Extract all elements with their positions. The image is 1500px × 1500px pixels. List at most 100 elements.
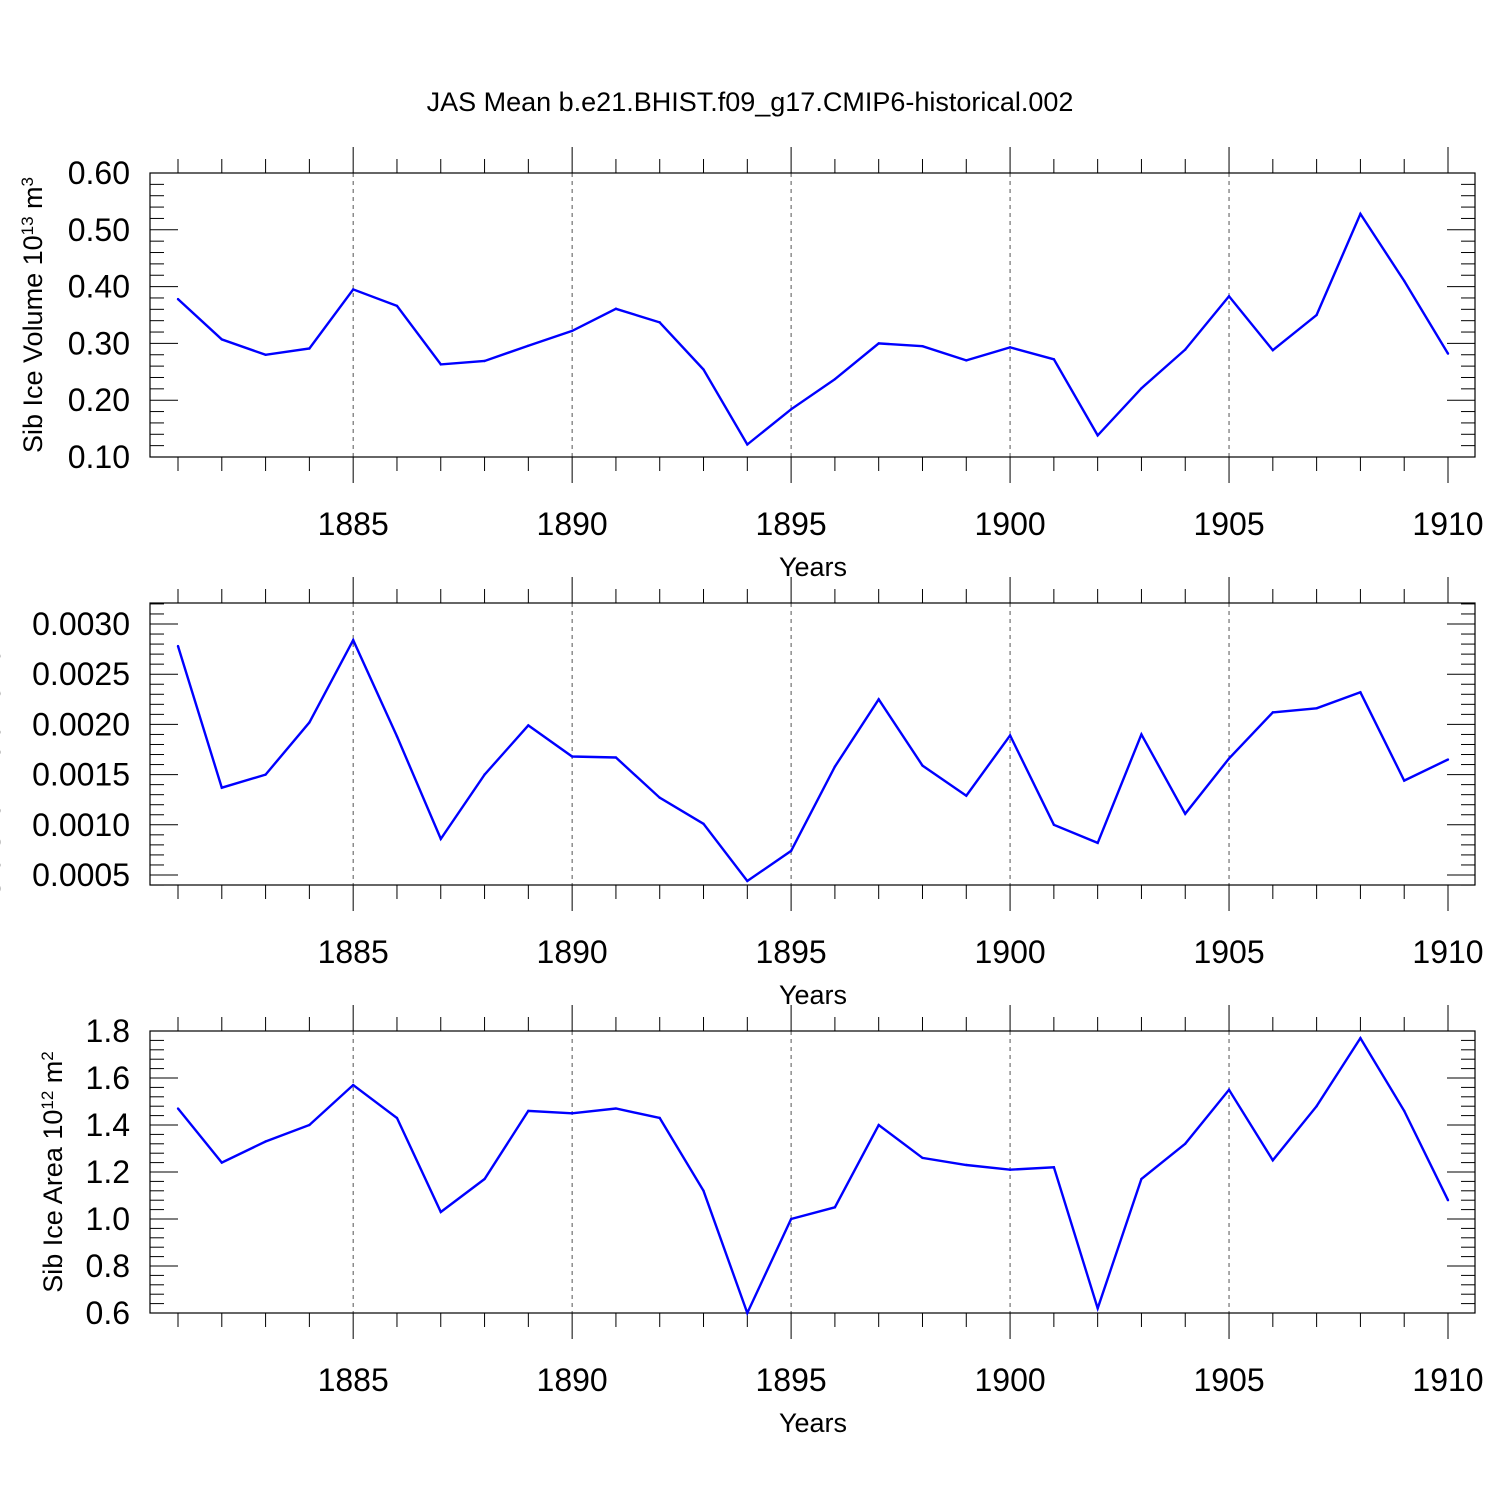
y-axis-label-text: m xyxy=(18,186,48,216)
data-point xyxy=(439,363,442,366)
data-point xyxy=(395,735,399,738)
y-tick-label: 1.6 xyxy=(86,1060,130,1096)
y-axis-label-text: m xyxy=(38,1061,68,1091)
y-tick-label: 0.60 xyxy=(68,155,130,191)
data-point xyxy=(1227,295,1231,298)
data-point xyxy=(1052,358,1056,361)
data-point xyxy=(702,822,705,825)
data-point xyxy=(833,377,837,381)
data-point xyxy=(1403,779,1406,782)
data-point xyxy=(789,408,793,411)
data-point xyxy=(395,1116,399,1120)
y-axis-label: Sib Ice Area 1012 m2 xyxy=(38,1051,69,1293)
data-point xyxy=(746,1311,749,1315)
y-tick-label: 0.20 xyxy=(68,382,130,418)
chart-panels: 0.10 0.20 0.30 0.40 0.50 0.60 1885 1890 1895 1900… xyxy=(0,147,1484,1438)
data-point xyxy=(220,338,223,341)
y-axis-label-superscript: 12 xyxy=(38,1091,57,1110)
data-point xyxy=(702,368,705,371)
y-tick-label: 0.6 xyxy=(86,1295,130,1331)
y-tick-label: 0.0030 xyxy=(32,606,130,642)
data-point xyxy=(1359,1036,1362,1040)
y-tick-label: 1.8 xyxy=(86,1013,130,1049)
x-tick-label: 1910 xyxy=(1412,934,1483,970)
figure-title: JAS Mean b.e21.BHIST.f09_g17.CMIP6-histo… xyxy=(427,87,1074,117)
data-point xyxy=(921,764,924,767)
y-axis-label-superscript: 13 xyxy=(18,216,37,235)
x-tick-label: 1905 xyxy=(1193,1362,1264,1398)
data-point xyxy=(921,1156,924,1160)
y-axis-label: Sib Ice Volume 1013 m3 xyxy=(18,177,49,453)
x-tick-label: 1890 xyxy=(537,506,608,542)
y-tick-label: 0.0015 xyxy=(32,757,130,793)
x-tick-label: 1895 xyxy=(756,506,827,542)
y-axis-label-superscript: 2 xyxy=(38,1051,57,1060)
y-tick-label: 0.0005 xyxy=(32,857,130,893)
y-axis-label-superscript: 3 xyxy=(18,177,37,186)
data-point xyxy=(1096,1307,1099,1310)
data-point xyxy=(1227,757,1231,760)
chart-panel-3: 0.6 0.8 1.0 1.2 1.4 1.6 1.8 1885 1890 1895 1900 190… xyxy=(38,1005,1484,1438)
x-tick-label: 1900 xyxy=(974,1362,1045,1398)
data-point xyxy=(1008,734,1012,737)
plot-frame xyxy=(149,172,1476,458)
data-point xyxy=(1271,711,1275,714)
x-tick-label: 1910 xyxy=(1412,506,1483,542)
y-axis-label-text: Sib Snow Volume 10 xyxy=(0,649,6,898)
data-point xyxy=(965,794,968,797)
y-tick-label: 0.40 xyxy=(68,269,130,305)
chart-panel-2: 0.0005 0.0010 0.0015 0.0020 0.0025 0.0030 1885… xyxy=(0,577,1484,1010)
data-point xyxy=(1315,707,1318,710)
series-line xyxy=(177,1035,1450,1317)
data-point xyxy=(220,786,223,789)
data-point xyxy=(527,724,530,727)
series-line xyxy=(177,211,1450,447)
data-point xyxy=(351,638,355,642)
data-point xyxy=(1140,387,1143,390)
data-point xyxy=(395,304,399,308)
data-point xyxy=(1008,346,1012,349)
data-point xyxy=(1315,1105,1318,1108)
data-point xyxy=(877,1123,880,1127)
x-tick-label: 1900 xyxy=(974,934,1045,970)
data-point xyxy=(1315,313,1318,317)
x-axis-label: Years xyxy=(779,1408,847,1438)
x-tick-label: 1900 xyxy=(974,506,1045,542)
data-point xyxy=(1446,352,1450,355)
data-point xyxy=(746,443,749,446)
data-point xyxy=(1140,1177,1143,1181)
data-point xyxy=(1052,823,1056,826)
y-tick-label: 0.8 xyxy=(86,1248,130,1284)
x-tick-label: 1895 xyxy=(756,934,827,970)
data-point xyxy=(264,353,267,356)
data-point xyxy=(570,329,574,333)
data-point xyxy=(1403,1109,1406,1113)
y-axis-label-text: Sib Ice Volume 10 xyxy=(18,235,48,453)
data-point xyxy=(439,1210,442,1214)
y-tick-label: 0.30 xyxy=(68,325,130,361)
chart-panel-1: 0.10 0.20 0.30 0.40 0.50 0.60 1885 1890 1895 1900… xyxy=(18,147,1484,582)
x-tick-label: 1905 xyxy=(1193,506,1264,542)
data-point xyxy=(965,359,968,362)
data-point xyxy=(570,1112,574,1115)
data-point xyxy=(1227,1088,1231,1091)
x-tick-label: 1905 xyxy=(1193,934,1264,970)
data-point xyxy=(833,765,837,768)
y-tick-label: 0.0020 xyxy=(32,706,130,742)
y-tick-label: 0.0010 xyxy=(32,807,130,843)
plot-frame xyxy=(149,602,1476,886)
data-point xyxy=(1446,758,1450,761)
data-point xyxy=(1184,1142,1187,1146)
data-point xyxy=(220,1161,223,1164)
data-point xyxy=(877,342,880,345)
data-point xyxy=(176,1107,180,1110)
x-axis-label: Years xyxy=(779,980,847,1010)
data-point xyxy=(658,321,661,324)
data-point xyxy=(1403,279,1406,283)
data-point xyxy=(614,756,618,759)
y-tick-label: 1.0 xyxy=(86,1201,130,1237)
data-point xyxy=(1359,212,1362,216)
data-point xyxy=(1359,691,1362,694)
data-point xyxy=(1096,841,1099,845)
